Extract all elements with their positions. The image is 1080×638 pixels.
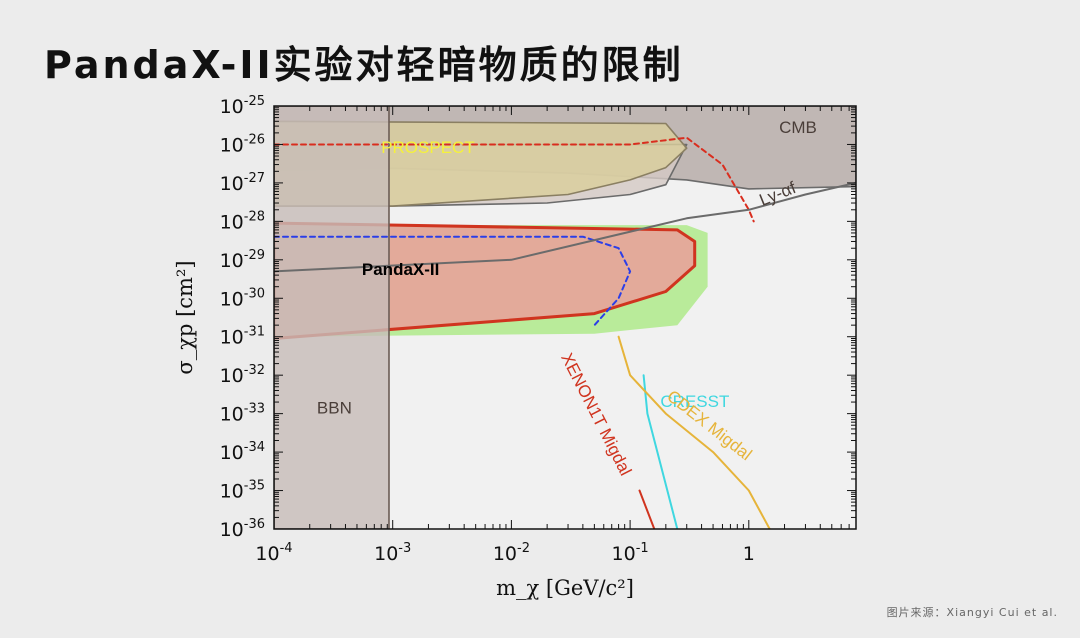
y-tick-label: 10-36 [220, 517, 265, 541]
ticks-layer [273, 105, 857, 530]
line-cresst [642, 374, 679, 529]
line-ly-f-line [274, 181, 856, 273]
y-tick-label: 10-31 [220, 325, 265, 349]
region-bbn [274, 106, 390, 529]
y-tick-label: 10-32 [220, 363, 265, 387]
y-tick-label: 10-35 [220, 479, 265, 503]
tick-labels-layer: 10-4 10-3 10-2 10-1 1 10-25 10-26 10-27 10-28 10-… [220, 94, 755, 565]
source-note: 图片来源：Xiangyi Cui et al. [886, 606, 1058, 619]
x-tick-label: 10-2 [493, 541, 530, 565]
label-bbn: BBN [317, 399, 352, 418]
y-tick-label: 10-29 [220, 248, 265, 272]
line-xenon1t-migdal [638, 489, 656, 529]
slide-title: PandaX-II实验对轻暗物质的限制 [44, 43, 684, 87]
label-cmb: CMB [779, 118, 817, 137]
y-tick-label: 10-25 [220, 94, 265, 118]
x-axis-label: m_χ [GeV/c²] [496, 576, 634, 600]
y-tick-label: 10-30 [220, 286, 265, 310]
x-tick-label: 10-1 [612, 541, 649, 565]
y-tick-label: 10-27 [220, 171, 265, 195]
y-tick-label: 10-26 [220, 133, 265, 157]
regions-layer [274, 106, 856, 529]
line-cdex-migdal [617, 335, 771, 529]
y-tick-label: 10-28 [220, 209, 265, 233]
line-pandax-dashed [274, 235, 632, 327]
plot-frame [273, 105, 857, 530]
lines-layer [274, 136, 856, 529]
x-tick-label: 1 [743, 543, 755, 565]
label-cresst: CRESST [660, 392, 729, 411]
y-tick-label: 10-33 [220, 402, 265, 426]
label-pandax-ii: PandaX-II [362, 260, 439, 279]
y-axis-label: σ_χp [cm²] [173, 260, 197, 374]
x-tick-label: 10-4 [255, 541, 292, 565]
x-tick-label: 10-3 [374, 541, 411, 565]
label-prospect: PROSPECT [381, 138, 475, 157]
line-prospect-dashed [274, 136, 755, 223]
y-tick-label: 10-34 [220, 440, 265, 464]
